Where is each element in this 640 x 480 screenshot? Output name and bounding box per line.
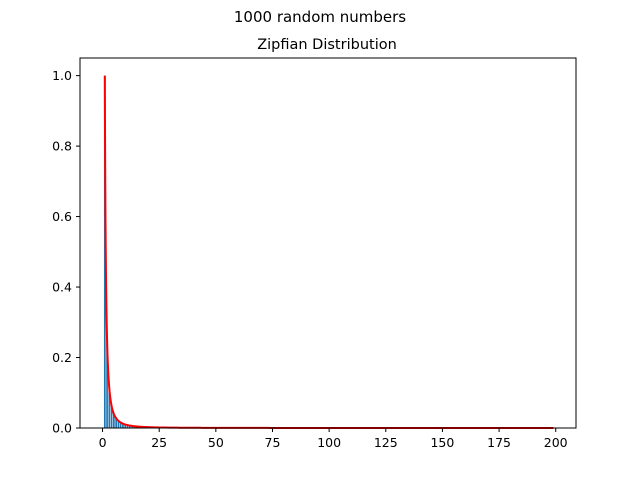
chart-title: Zipfian Distribution bbox=[257, 37, 397, 53]
x-tick-label: 25 bbox=[151, 435, 167, 450]
x-tick-label: 200 bbox=[544, 435, 568, 450]
x-tick-label: 0 bbox=[99, 435, 107, 450]
y-tick-label: 0.2 bbox=[52, 350, 72, 365]
bar bbox=[122, 423, 124, 428]
x-tick-label: 150 bbox=[430, 435, 454, 450]
x-tick-label: 100 bbox=[317, 435, 341, 450]
x-axis: 0 25 50 75 100 125 150 175 200 bbox=[99, 428, 568, 450]
figure-suptitle: 1000 random numbers bbox=[234, 8, 406, 26]
y-axis: 0.0 0.2 0.4 0.6 0.8 1.0 bbox=[52, 68, 80, 436]
y-tick-label: 0.4 bbox=[52, 280, 72, 295]
y-tick-label: 0.6 bbox=[52, 209, 72, 224]
bar bbox=[106, 339, 108, 428]
bar bbox=[113, 413, 115, 428]
y-tick-label: 0.8 bbox=[52, 139, 72, 154]
plot-area-frame bbox=[79, 57, 577, 429]
bar bbox=[115, 418, 117, 428]
y-tick-label: 0.0 bbox=[52, 421, 72, 436]
bar bbox=[128, 425, 131, 428]
bar bbox=[119, 422, 122, 428]
bar bbox=[110, 405, 113, 428]
x-tick-label: 75 bbox=[265, 435, 281, 450]
x-tick-label: 125 bbox=[374, 435, 398, 450]
bar bbox=[108, 389, 111, 428]
x-tick-label: 175 bbox=[487, 435, 511, 450]
bar bbox=[131, 425, 133, 428]
bar bbox=[124, 424, 127, 428]
x-tick-label: 50 bbox=[208, 435, 224, 450]
y-tick-label: 1.0 bbox=[52, 68, 72, 83]
bar bbox=[126, 425, 129, 428]
bar bbox=[117, 420, 120, 428]
